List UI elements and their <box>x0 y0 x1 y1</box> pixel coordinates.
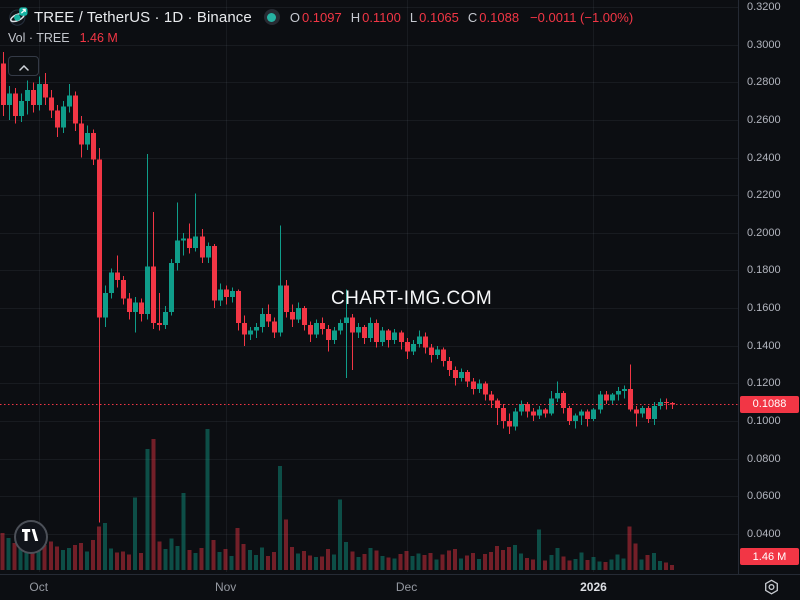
price-axis[interactable]: 0.1088 1.46 M 0.3200 0.3000 0.2800 0.2600 0.… <box>738 0 800 574</box>
volume-label: Vol · TREE <box>8 31 70 45</box>
tradingview-icon <box>22 528 40 546</box>
tree-coin-logo-icon <box>8 7 28 27</box>
settings-gear-icon[interactable] <box>760 576 782 598</box>
watermark: CHART-IMG.COM <box>331 288 493 309</box>
month-tick-label: Oct <box>29 580 49 594</box>
last-price-badge: 0.1088 <box>740 395 799 413</box>
price-tick-label: 0.2200 <box>747 189 781 202</box>
year-tick-label: 2026 <box>580 580 607 594</box>
high-label: H <box>350 9 361 25</box>
price-tick-label: 0.2400 <box>747 151 781 164</box>
price-tick-label: 0.3200 <box>747 1 781 13</box>
change-value: −0.0011 (−1.00%) <box>530 9 634 25</box>
price-tick-label: 0.2600 <box>747 113 781 126</box>
open-label: O <box>289 9 300 25</box>
chevron-up-icon <box>18 59 29 74</box>
tradingview-logo[interactable] <box>14 520 48 554</box>
volume-value: 1.46 M <box>79 31 118 45</box>
price-tick-label: 0.3000 <box>747 38 781 51</box>
time-axis[interactable]: Oct Nov Dec 2026 <box>0 574 800 600</box>
symbol-title[interactable]: TREE / TetherUS · 1D · Binance <box>34 8 252 26</box>
price-tick-label: 0.1200 <box>747 377 781 390</box>
price-tick-label: 0.2000 <box>747 226 781 239</box>
price-tick-label: 0.0400 <box>747 527 781 540</box>
low-label: L <box>409 9 418 25</box>
price-tick-label: 0.1000 <box>747 415 781 428</box>
market-status-icon[interactable] <box>263 9 280 25</box>
low-value: 0.1065 <box>419 9 459 25</box>
month-tick-label: Dec <box>395 580 418 594</box>
collapse-pane-button[interactable] <box>8 56 39 76</box>
price-tick-label: 0.1800 <box>747 264 781 277</box>
open-value: 0.1097 <box>301 9 342 25</box>
symbol-row[interactable]: TREE / TetherUS · 1D · Binance O 0.1097 H… <box>8 6 633 28</box>
candlestick-chart-canvas[interactable] <box>0 0 738 572</box>
legend: TREE / TetherUS · 1D · Binance O 0.1097 H… <box>8 6 633 45</box>
price-tick-label: 0.1600 <box>747 302 781 315</box>
price-tick-label: 0.0600 <box>747 490 781 503</box>
last-volume-badge: 1.46 M <box>740 548 799 566</box>
ohlc-values: O 0.1097 H 0.1100 L 0.1065 C 0.1088 −0.0011 … <box>290 10 633 25</box>
high-value: 0.1100 <box>362 9 401 25</box>
month-tick-label: Nov <box>214 580 237 594</box>
close-value: 0.1088 <box>479 9 520 25</box>
price-tick-label: 0.0800 <box>747 452 781 465</box>
price-tick-label: 0.1400 <box>747 339 781 352</box>
price-tick-label: 0.2800 <box>747 76 781 89</box>
volume-row[interactable]: Vol · TREE 1.46 M <box>8 31 633 45</box>
close-label: C <box>467 9 478 25</box>
